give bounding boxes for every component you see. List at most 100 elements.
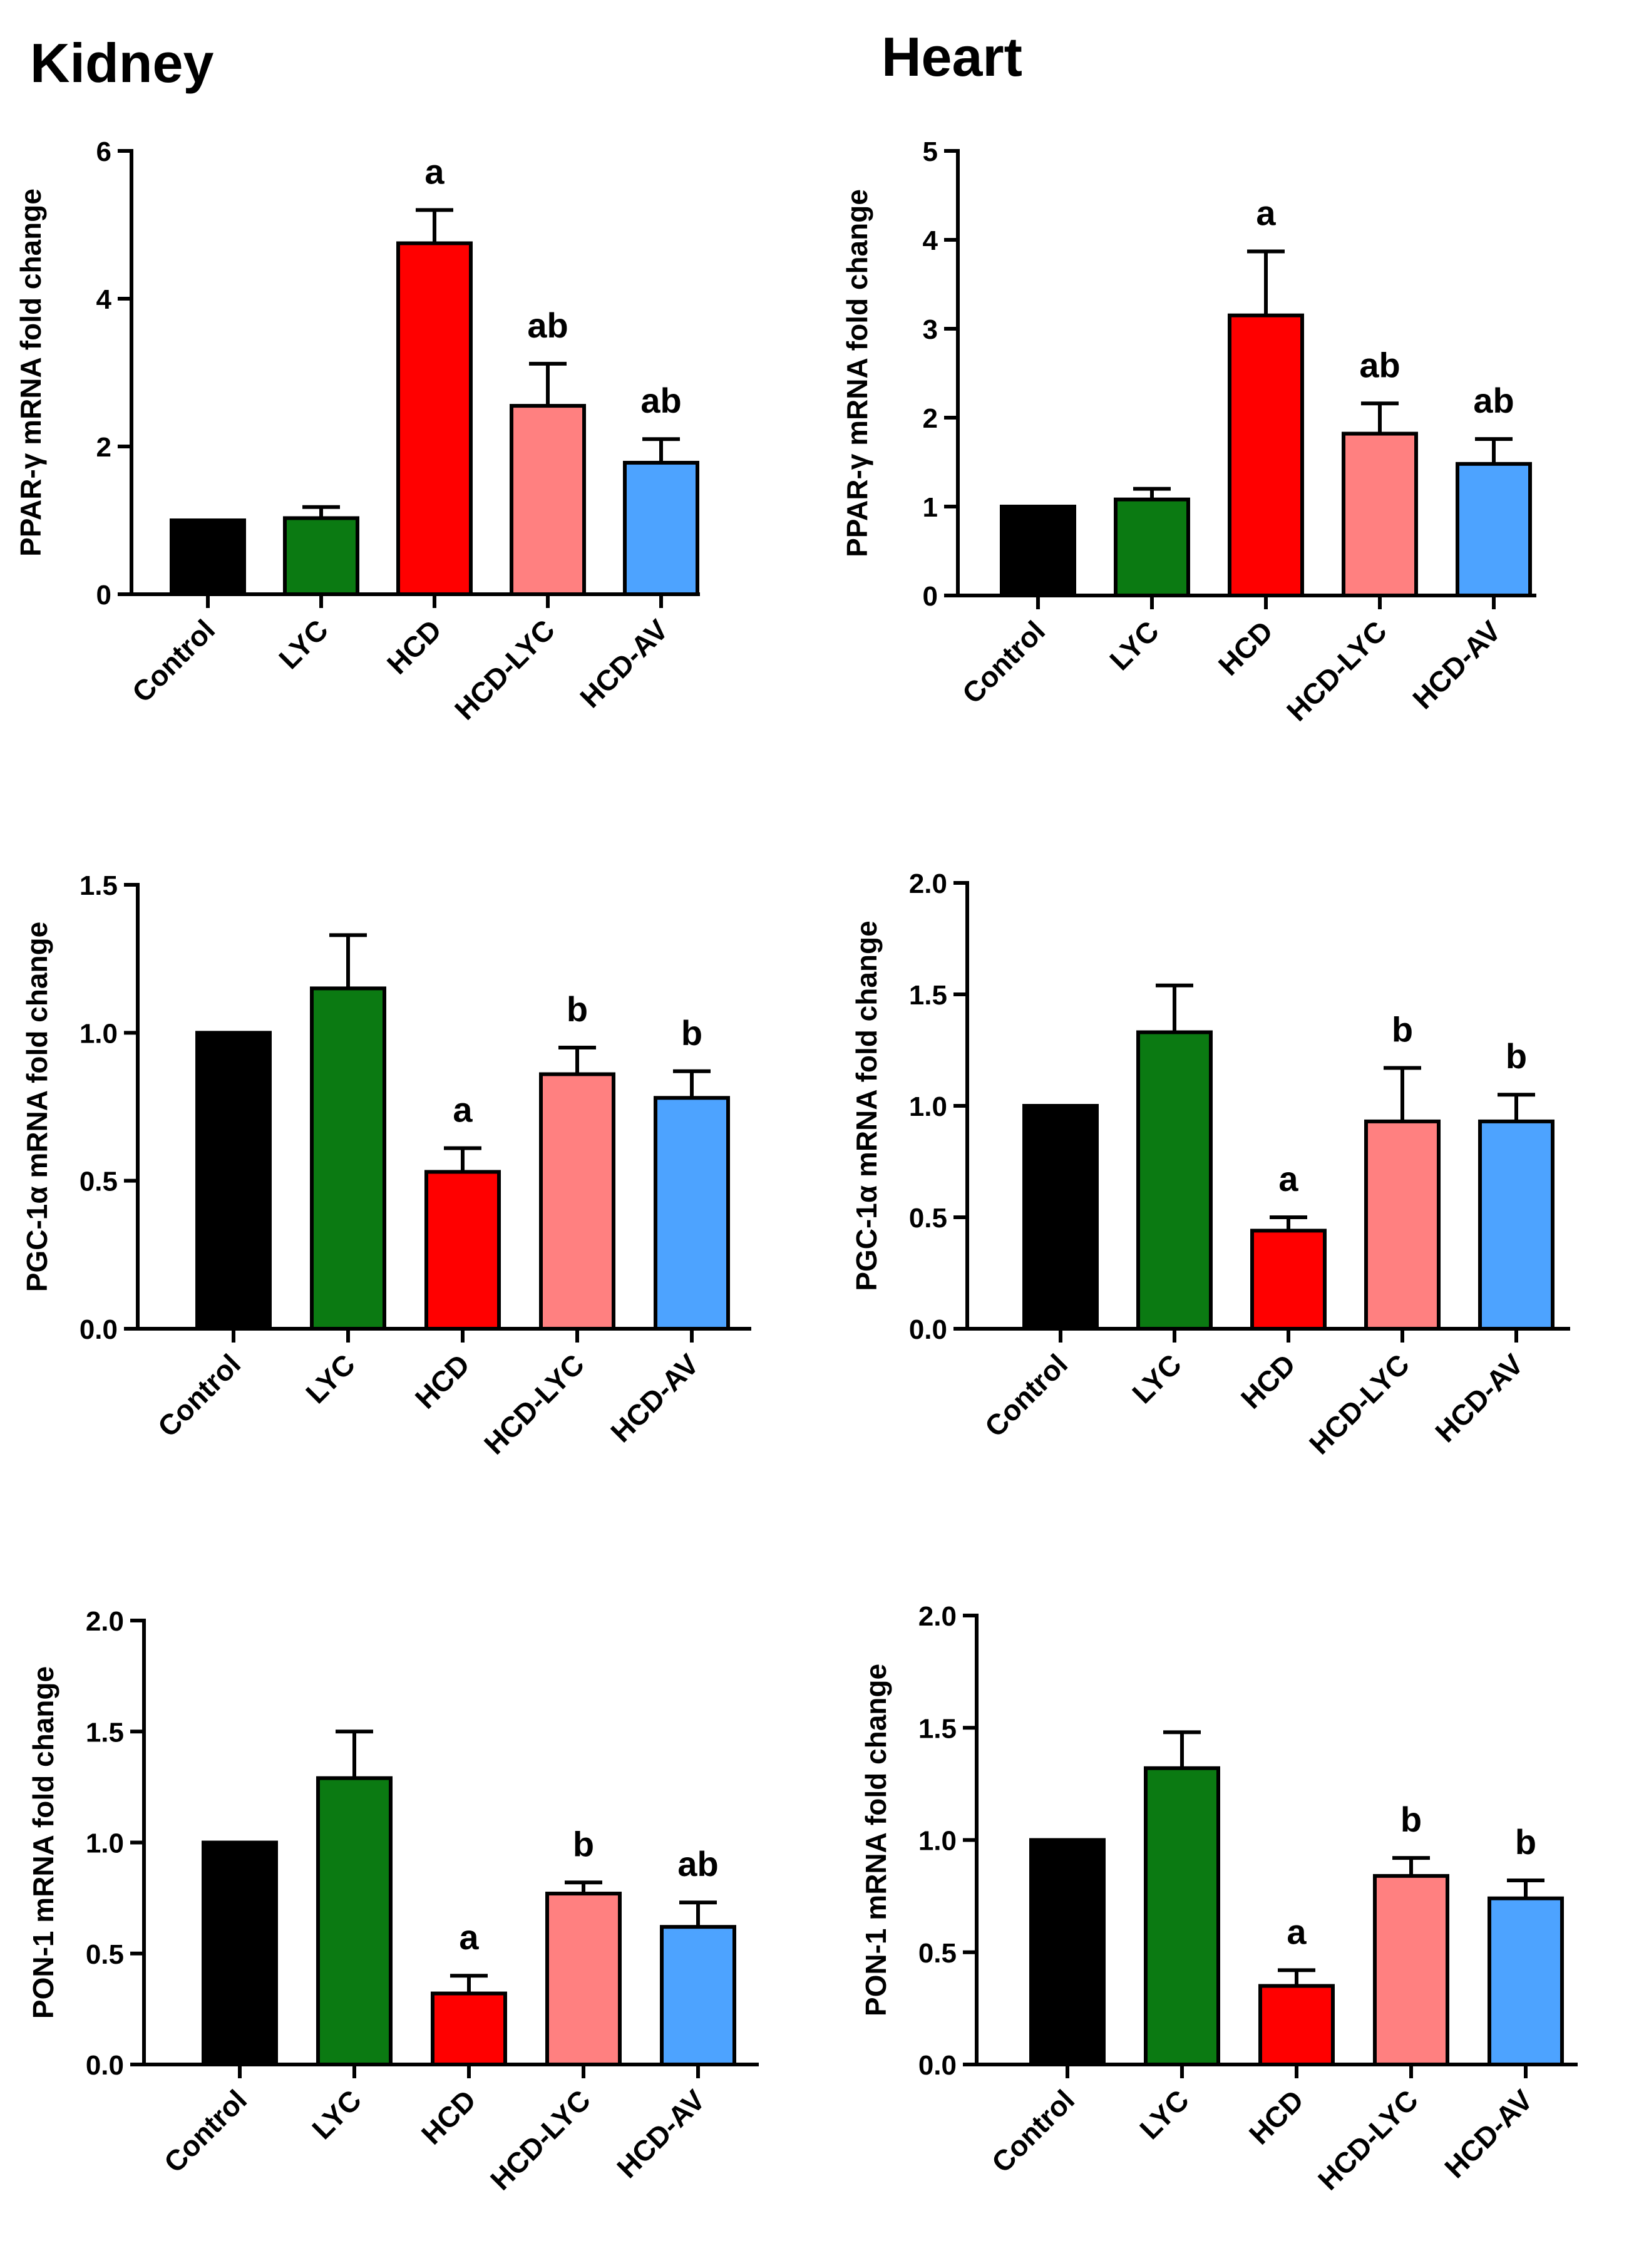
y-tick-label: 0.0 (80, 1314, 118, 1345)
significance-label: b (1392, 1009, 1413, 1049)
x-tick-label-hcd-lyc: HCD-LYC (478, 1348, 590, 1460)
y-axis-label: PON-1 mRNA fold change (27, 1666, 59, 2019)
y-tick-label: 0.5 (80, 1167, 118, 1197)
y-tick-label: 1.0 (918, 1826, 957, 1857)
significance-label: ab (1473, 381, 1514, 420)
significance-label: a (453, 1090, 473, 1130)
y-tick-label: 2 (96, 432, 111, 463)
bar-hcd-lyc (1373, 1874, 1449, 2067)
x-tick-label-lyc: LYC (1126, 1348, 1188, 1410)
significance-label: ab (677, 1844, 718, 1884)
y-tick-label: 0.0 (918, 2050, 957, 2081)
significance-label: a (424, 152, 445, 191)
x-tick-label-lyc: LYC (306, 2083, 367, 2145)
bar-hcd-lyc (539, 1072, 615, 1331)
x-tick-label-hcd-av: HCD-AV (1438, 2083, 1539, 2184)
x-tick-label-lyc: LYC (1103, 614, 1165, 676)
x-tick-label-hcd-lyc: HCD-LYC (1303, 1348, 1416, 1460)
y-tick-label: 1.5 (80, 870, 118, 901)
y-tick-label: 2.0 (918, 1601, 957, 1632)
y-tick-label: 1 (923, 492, 938, 523)
bar-control (1000, 505, 1076, 597)
bar-hcd (396, 241, 473, 596)
significance-label: b (573, 1824, 594, 1863)
heart-column-title: Heart (881, 26, 1022, 88)
x-tick-label-lyc: LYC (272, 613, 334, 675)
y-tick-label: 0.5 (918, 1938, 957, 1969)
bar-hcd-av (660, 1925, 736, 2066)
x-tick-label-hcd-av: HCD-AV (1429, 1348, 1529, 1448)
y-tick-label: 3 (923, 314, 938, 345)
y-tick-label: 2.0 (909, 869, 947, 899)
y-tick-label: 1.5 (909, 980, 947, 1011)
chart-panel-heart-pgc: PGC-1α mRNA fold change 0.0 0.5 1.0 1.5 2.0 Co… (850, 869, 1570, 1460)
significance-label: ab (640, 381, 681, 420)
x-tick-label-control: Control (158, 2083, 253, 2178)
bar-hcd-lyc (545, 1892, 622, 2066)
y-axis-label: PPAR-γ mRNA fold change (14, 188, 47, 557)
x-tick-label-hcd: HCD (409, 1348, 476, 1415)
y-axis-label: PGC-1α mRNA fold change (21, 922, 53, 1292)
x-tick-label-hcd: HCD (1212, 614, 1279, 681)
y-tick-label: 1.0 (80, 1018, 118, 1049)
bar-hcd-av (1478, 1119, 1554, 1331)
x-tick-label-control: Control (152, 1348, 247, 1443)
significance-label: a (1278, 1159, 1298, 1198)
bar-control (1029, 1838, 1106, 2066)
x-tick-label-hcd-av: HCD-AV (1406, 614, 1507, 715)
bar-control (1022, 1104, 1099, 1331)
y-tick-label: 4 (96, 284, 112, 315)
chart-panel-kidney-pon: PON-1 mRNA fold change 0.0 0.5 1.0 1.5 2.0 Con… (27, 1606, 759, 2196)
bar-lyc (283, 516, 359, 597)
bar-lyc (1114, 497, 1190, 598)
y-tick-label: 2 (923, 403, 938, 434)
x-tick-label-lyc: LYC (1133, 2083, 1195, 2145)
y-tick-label: 0.5 (86, 1939, 124, 1970)
bar-hcd (1250, 1229, 1327, 1331)
significance-label: ab (527, 306, 568, 345)
bar-control (195, 1031, 272, 1331)
x-tick-label-hcd: HCD (1235, 1348, 1302, 1415)
y-tick-label: 1.5 (86, 1717, 124, 1748)
significance-label: b (567, 989, 588, 1029)
x-tick-label-lyc: LYC (299, 1348, 361, 1410)
x-tick-label-control: Control (979, 1348, 1074, 1443)
x-tick-label-hcd-lyc: HCD-LYC (1312, 2083, 1424, 2196)
significance-label: b (1506, 1036, 1527, 1076)
y-tick-label: 0 (96, 580, 111, 611)
bar-hcd-av (1456, 461, 1532, 598)
y-axis-label: PGC-1α mRNA fold change (850, 920, 883, 1291)
x-tick-label-control: Control (956, 614, 1051, 709)
x-tick-label-hcd-av: HCD-AV (573, 613, 674, 714)
kidney-column-title: Kidney (30, 32, 214, 94)
x-tick-label-control: Control (985, 2083, 1081, 2178)
x-tick-label-hcd: HCD (415, 2083, 482, 2150)
x-tick-label-hcd-av: HCD-AV (610, 2083, 711, 2184)
significance-label: a (459, 1917, 479, 1957)
bar-lyc (1144, 1766, 1220, 2067)
chart-panel-heart-ppar: PPAR-γ mRNA fold change 0 1 2 3 4 5 Control LYC a… (841, 137, 1536, 727)
x-tick-label-hcd-lyc: HCD-LYC (1280, 614, 1393, 727)
significance-label: a (1287, 1912, 1307, 1951)
y-tick-label: 1.0 (86, 1828, 124, 1859)
bar-hcd-av (1488, 1896, 1564, 2066)
y-tick-label: 5 (923, 137, 938, 167)
bar-hcd (1258, 1984, 1335, 2066)
chart-panel-kidney-ppar: PPAR-γ mRNA fold change 0 2 4 6 Control LYC a HC… (14, 137, 700, 726)
bar-hcd-lyc (1364, 1119, 1441, 1331)
chart-panel-kidney-pgc: PGC-1α mRNA fold change 0.0 0.5 1.0 1.5 Contr… (21, 870, 751, 1460)
bar-control (202, 1840, 278, 2066)
y-tick-label: 6 (96, 137, 111, 167)
bar-lyc (310, 986, 386, 1331)
significance-label: b (1515, 1822, 1536, 1862)
y-tick-label: 0.0 (909, 1314, 947, 1345)
bar-lyc (316, 1776, 393, 2067)
y-axis-label: PON-1 mRNA fold change (860, 1664, 892, 2016)
bar-hcd (424, 1170, 501, 1331)
x-tick-label-hcd-av: HCD-AV (604, 1348, 705, 1448)
significance-label: ab (1359, 345, 1400, 384)
bar-hcd (1228, 313, 1304, 597)
y-tick-label: 0 (923, 581, 938, 612)
y-tick-label: 0.0 (86, 2050, 124, 2081)
